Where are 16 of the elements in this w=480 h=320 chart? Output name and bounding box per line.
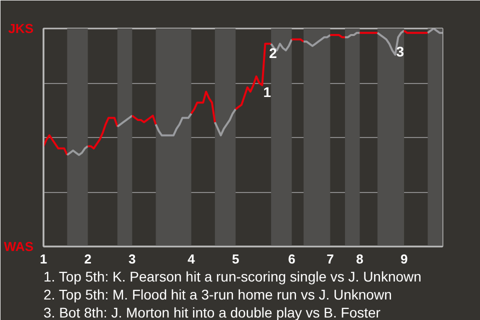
text: JKS [8, 21, 34, 36]
annotation: 1 [263, 84, 272, 100]
x-tick-label: 2 [84, 252, 92, 266]
x-tick-label: 5 [232, 252, 240, 266]
x-tick-label: 3 [128, 252, 136, 266]
text: 2. Top 5th: M. Flood hit a 3-run home run vs J. Unknown [44, 286, 392, 302]
annotation: 2 [269, 44, 278, 61]
x-tick-label: 8 [356, 252, 364, 266]
x-tick-label: 7 [326, 252, 334, 266]
x-tick-label: 9 [400, 252, 408, 266]
text: 1. Top 5th: K. Pearson hit a run-scoring single vs J. Unknown [44, 268, 422, 284]
x-tick-label: 1 [40, 252, 48, 266]
annotation: 3 [396, 44, 404, 60]
x-tick-label: 6 [288, 252, 296, 266]
x-tick-label: 4 [188, 252, 196, 266]
text: WAS [4, 239, 34, 254]
